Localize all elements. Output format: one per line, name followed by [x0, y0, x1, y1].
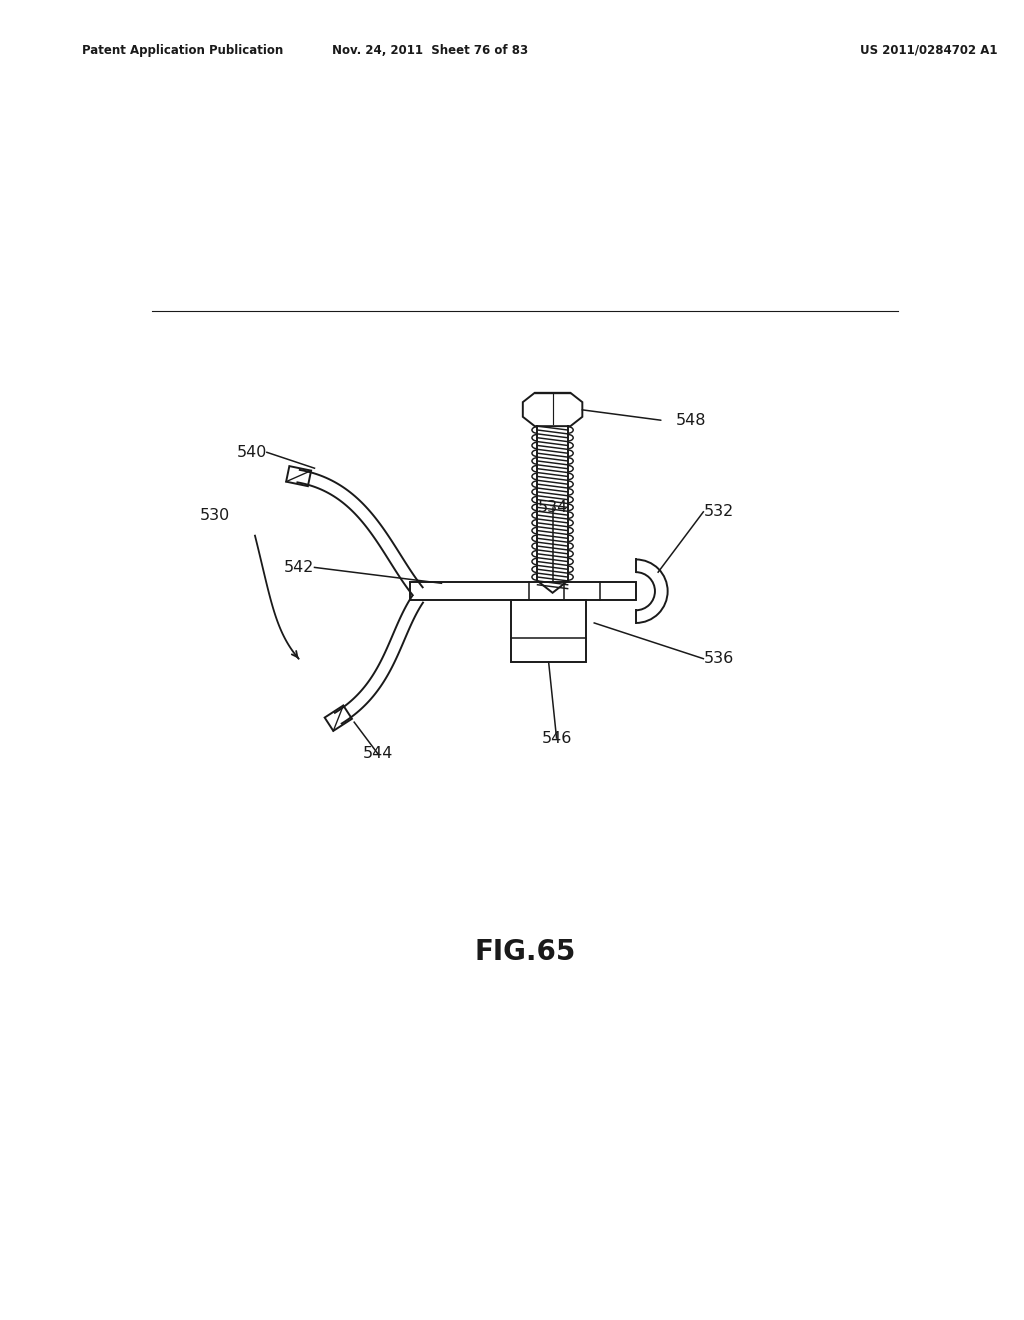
Text: 542: 542 [284, 560, 314, 576]
Text: Patent Application Publication: Patent Application Publication [82, 44, 284, 57]
Text: 546: 546 [542, 730, 571, 746]
Text: 530: 530 [200, 508, 230, 523]
Text: 532: 532 [703, 504, 733, 519]
Text: 544: 544 [362, 746, 393, 762]
Bar [410, 582, 636, 599]
Text: FIG.65: FIG.65 [474, 939, 575, 966]
Text: 540: 540 [237, 445, 267, 459]
Text: 534: 534 [538, 500, 567, 515]
Text: US 2011/0284702 A1: US 2011/0284702 A1 [860, 44, 997, 57]
Text: 548: 548 [676, 413, 707, 428]
Bar [511, 599, 587, 661]
Text: Nov. 24, 2011  Sheet 76 of 83: Nov. 24, 2011 Sheet 76 of 83 [332, 44, 528, 57]
Text: 536: 536 [703, 651, 733, 667]
